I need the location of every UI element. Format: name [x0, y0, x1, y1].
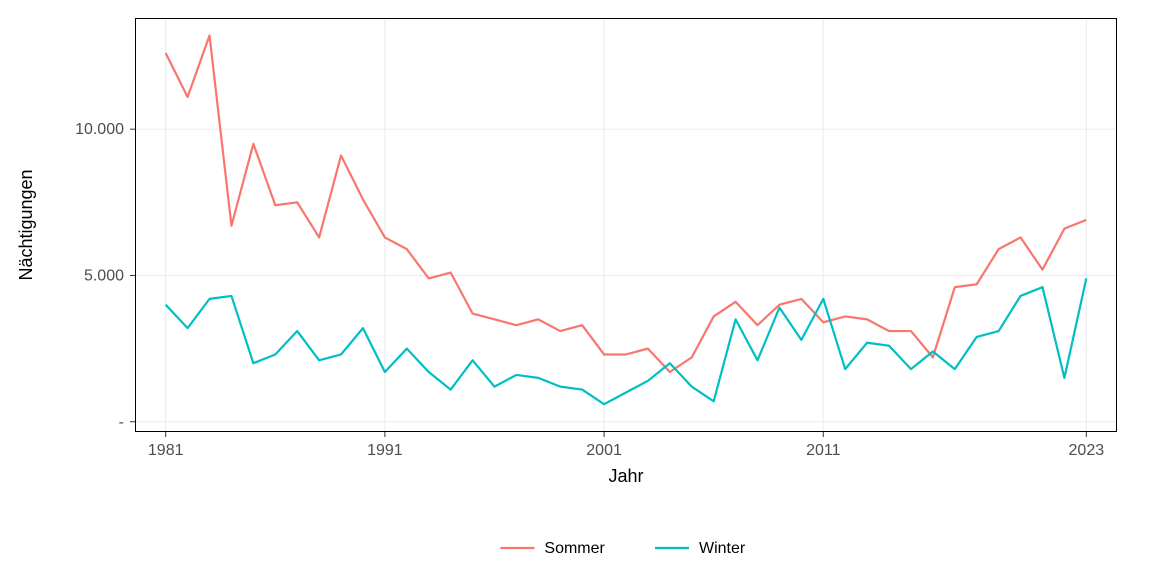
y-axis-title: Nächtigungen	[16, 169, 36, 280]
legend-label-sommer: Sommer	[544, 540, 605, 557]
y-tick-label: 5.000	[84, 267, 124, 284]
line-chart: 1981 1991 2001 2011 2023 - 5.000 10.000 Jahr Näch…	[0, 0, 1152, 576]
y-tick-label: -	[119, 414, 124, 431]
x-axis-title: Jahr	[608, 466, 643, 486]
x-tick-label: 2023	[1069, 442, 1105, 459]
legend-label-winter: Winter	[699, 540, 746, 557]
x-tick-label: 1991	[367, 442, 403, 459]
x-tick-label: 2001	[586, 442, 622, 459]
y-tick-label: 10.000	[75, 121, 124, 138]
x-tick-label: 1981	[148, 442, 184, 459]
x-tick-label: 2011	[806, 442, 841, 459]
